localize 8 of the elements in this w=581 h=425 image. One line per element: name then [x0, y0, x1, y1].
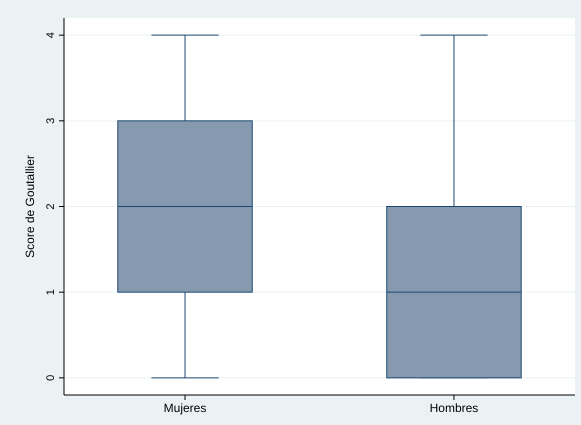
y-tick-label: 2 — [45, 203, 57, 210]
y-tick-label: 1 — [45, 289, 57, 296]
y-tick-label: 4 — [45, 32, 57, 38]
x-tick-label: Hombres — [430, 401, 478, 415]
y-tick-label: 0 — [45, 374, 57, 381]
y-axis-title: Score de Goutallier — [23, 155, 37, 258]
y-tick-label: 3 — [45, 118, 57, 124]
x-tick-label: Mujeres — [164, 401, 206, 415]
